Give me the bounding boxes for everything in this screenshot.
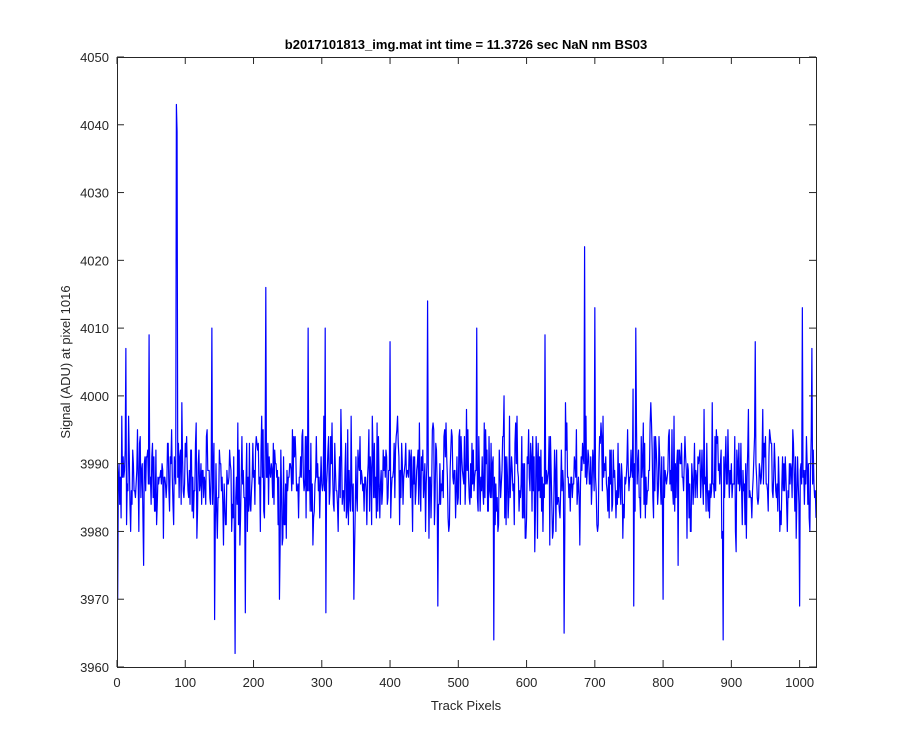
y-tick-label: 4030 [80, 186, 109, 201]
axes-box [117, 57, 817, 668]
y-tick-label: 3980 [80, 524, 109, 539]
axes-background [117, 57, 816, 667]
y-tick-label: 4050 [80, 50, 109, 65]
y-tick-label: 4020 [80, 253, 109, 268]
x-tick-label: 700 [584, 675, 606, 690]
x-tick-label: 1000 [785, 675, 814, 690]
signal-series-line [117, 103, 817, 655]
x-axis-label: Track Pixels [431, 698, 502, 713]
x-tick-label: 500 [447, 675, 469, 690]
y-tick-label: 4000 [80, 389, 109, 404]
x-tick-label: 0 [113, 675, 120, 690]
y-tick-label: 3960 [80, 660, 109, 675]
x-tick-label: 400 [379, 675, 401, 690]
y-tick-label: 4040 [80, 118, 109, 133]
y-axis-ticks: 3960 3970 3980 3990 4000 4010 4020 4030 4040 4050 [80, 50, 816, 675]
x-tick-label: 800 [652, 675, 674, 690]
y-tick-label: 3970 [80, 592, 109, 607]
x-tick-label: 200 [243, 675, 265, 690]
y-tick-label: 4010 [80, 321, 109, 336]
y-axis-label: Signal (ADU) at pixel 1016 [58, 285, 73, 438]
series-layer [117, 103, 817, 655]
chart-title: b2017101813_img.mat int time = 11.3726 s… [285, 37, 647, 52]
x-axis-ticks: 0 100 200 300 400 500 600 700 800 900 1000 [113, 57, 814, 690]
x-tick-label: 100 [174, 675, 196, 690]
plot-axes: 0 100 200 300 400 500 600 700 800 900 1000 3960 397… [80, 50, 817, 690]
x-tick-label: 900 [721, 675, 743, 690]
x-tick-label: 600 [516, 675, 538, 690]
x-tick-label: 300 [311, 675, 333, 690]
y-tick-label: 3990 [80, 457, 109, 472]
